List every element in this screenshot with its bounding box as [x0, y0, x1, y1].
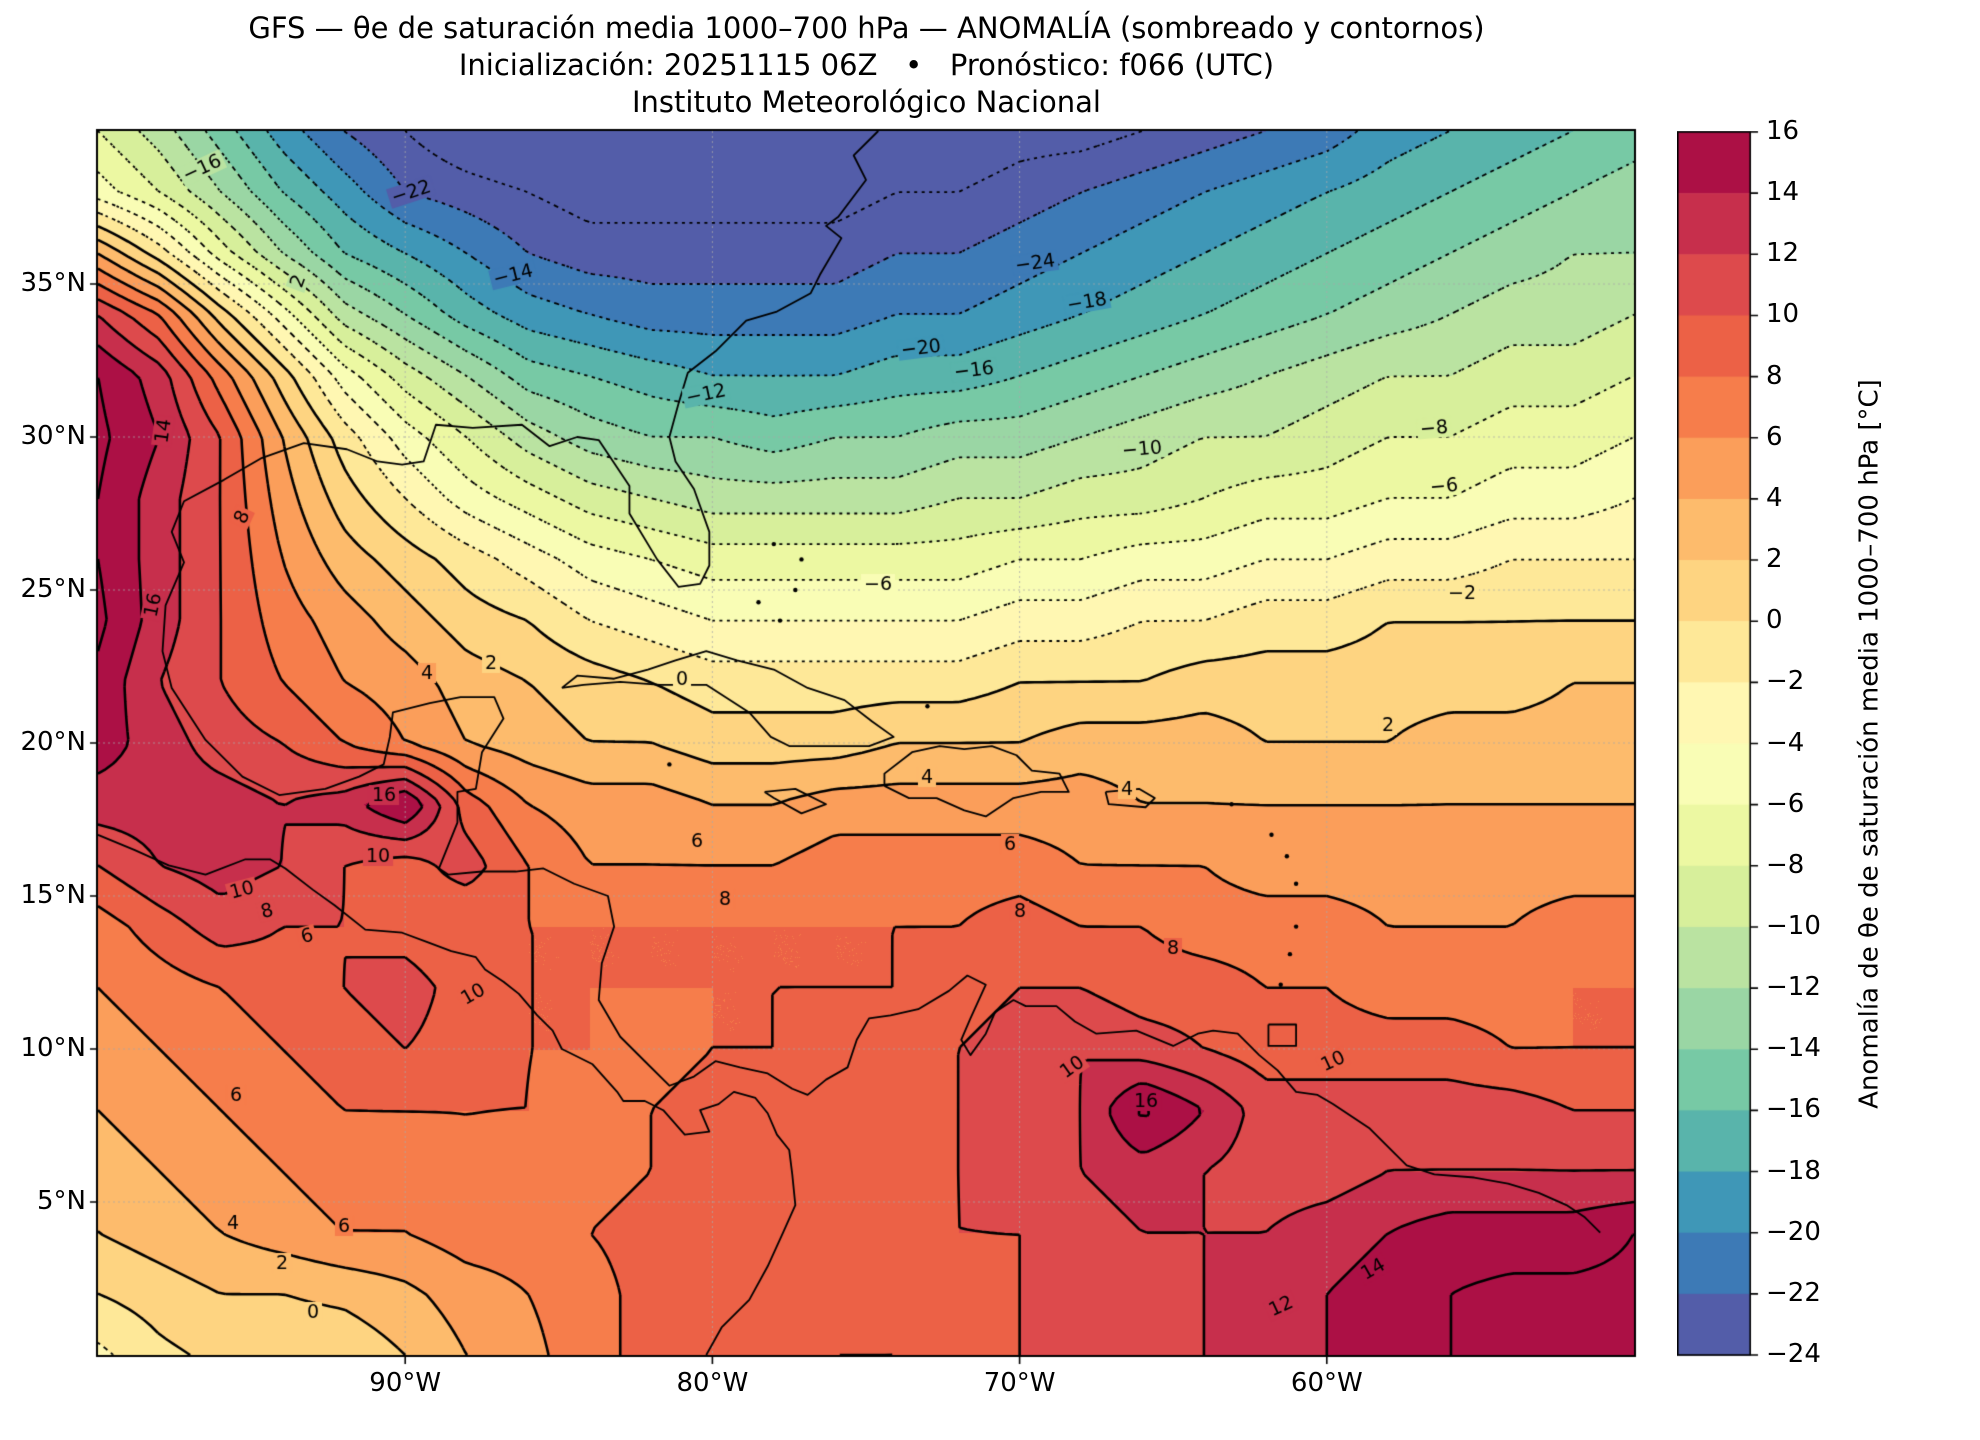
colorbar-tick-label: −2	[1766, 666, 1805, 697]
colorbar-tick-label: 16	[1766, 116, 1800, 146]
y-axis-tick-label: 35°N	[20, 268, 86, 298]
chart-institution: Instituto Meteorológico Nacional	[632, 85, 1101, 119]
colorbar-tick-label: −10	[1766, 910, 1821, 941]
colorbar-tick-label: −8	[1766, 849, 1805, 880]
chart-subtitle: Inicialización: 20251115 06Z • Pronóstic…	[458, 48, 1275, 82]
colorbar-tick-label: 14	[1766, 177, 1800, 208]
y-axis-tick-label: 30°N	[20, 421, 86, 451]
chart-title: GFS — θe de saturación media 1000–700 hP…	[248, 11, 1485, 45]
colorbar-tick-label: 12	[1766, 238, 1800, 269]
colorbar-tick-label: −22	[1766, 1277, 1821, 1308]
y-axis-tick-label: 25°N	[20, 574, 86, 604]
y-axis-tick-label: 10°N	[20, 1033, 86, 1063]
colorbar-tick-label: 8	[1766, 360, 1783, 391]
colorbar-tick-label: −4	[1766, 727, 1805, 758]
y-axis-tick-label: 5°N	[37, 1186, 86, 1216]
colorbar-canvas	[1677, 131, 1762, 1357]
colorbar-label: Anomalía de θe de saturación media 1000–…	[1854, 379, 1885, 1109]
contour-map-canvas	[88, 121, 1645, 1374]
x-axis-tick-label: 60°W	[1290, 1368, 1363, 1398]
x-axis-tick-label: 70°W	[983, 1368, 1056, 1398]
colorbar-tick-label: 10	[1766, 299, 1800, 330]
colorbar-tick-label: −18	[1766, 1155, 1821, 1186]
chart-title-block: GFS — θe de saturación media 1000–700 hP…	[98, 10, 1635, 121]
colorbar-tick-label: 4	[1766, 482, 1783, 513]
colorbar-tick-label: −14	[1766, 1033, 1821, 1064]
colorbar-tick-label: −6	[1766, 788, 1805, 819]
y-axis-tick-label: 20°N	[20, 727, 86, 757]
y-axis-tick-label: 15°N	[20, 880, 86, 910]
colorbar-tick-label: −20	[1766, 1216, 1821, 1247]
colorbar-tick-label: −24	[1766, 1339, 1821, 1369]
x-axis-tick-label: 80°W	[676, 1368, 749, 1398]
colorbar-tick-label: −12	[1766, 972, 1821, 1003]
x-axis-tick-label: 90°W	[369, 1368, 442, 1398]
colorbar-tick-label: −16	[1766, 1094, 1821, 1125]
colorbar-tick-label: 6	[1766, 421, 1783, 452]
colorbar-tick-label: 2	[1766, 544, 1783, 575]
colorbar-tick-label: 0	[1766, 605, 1783, 636]
